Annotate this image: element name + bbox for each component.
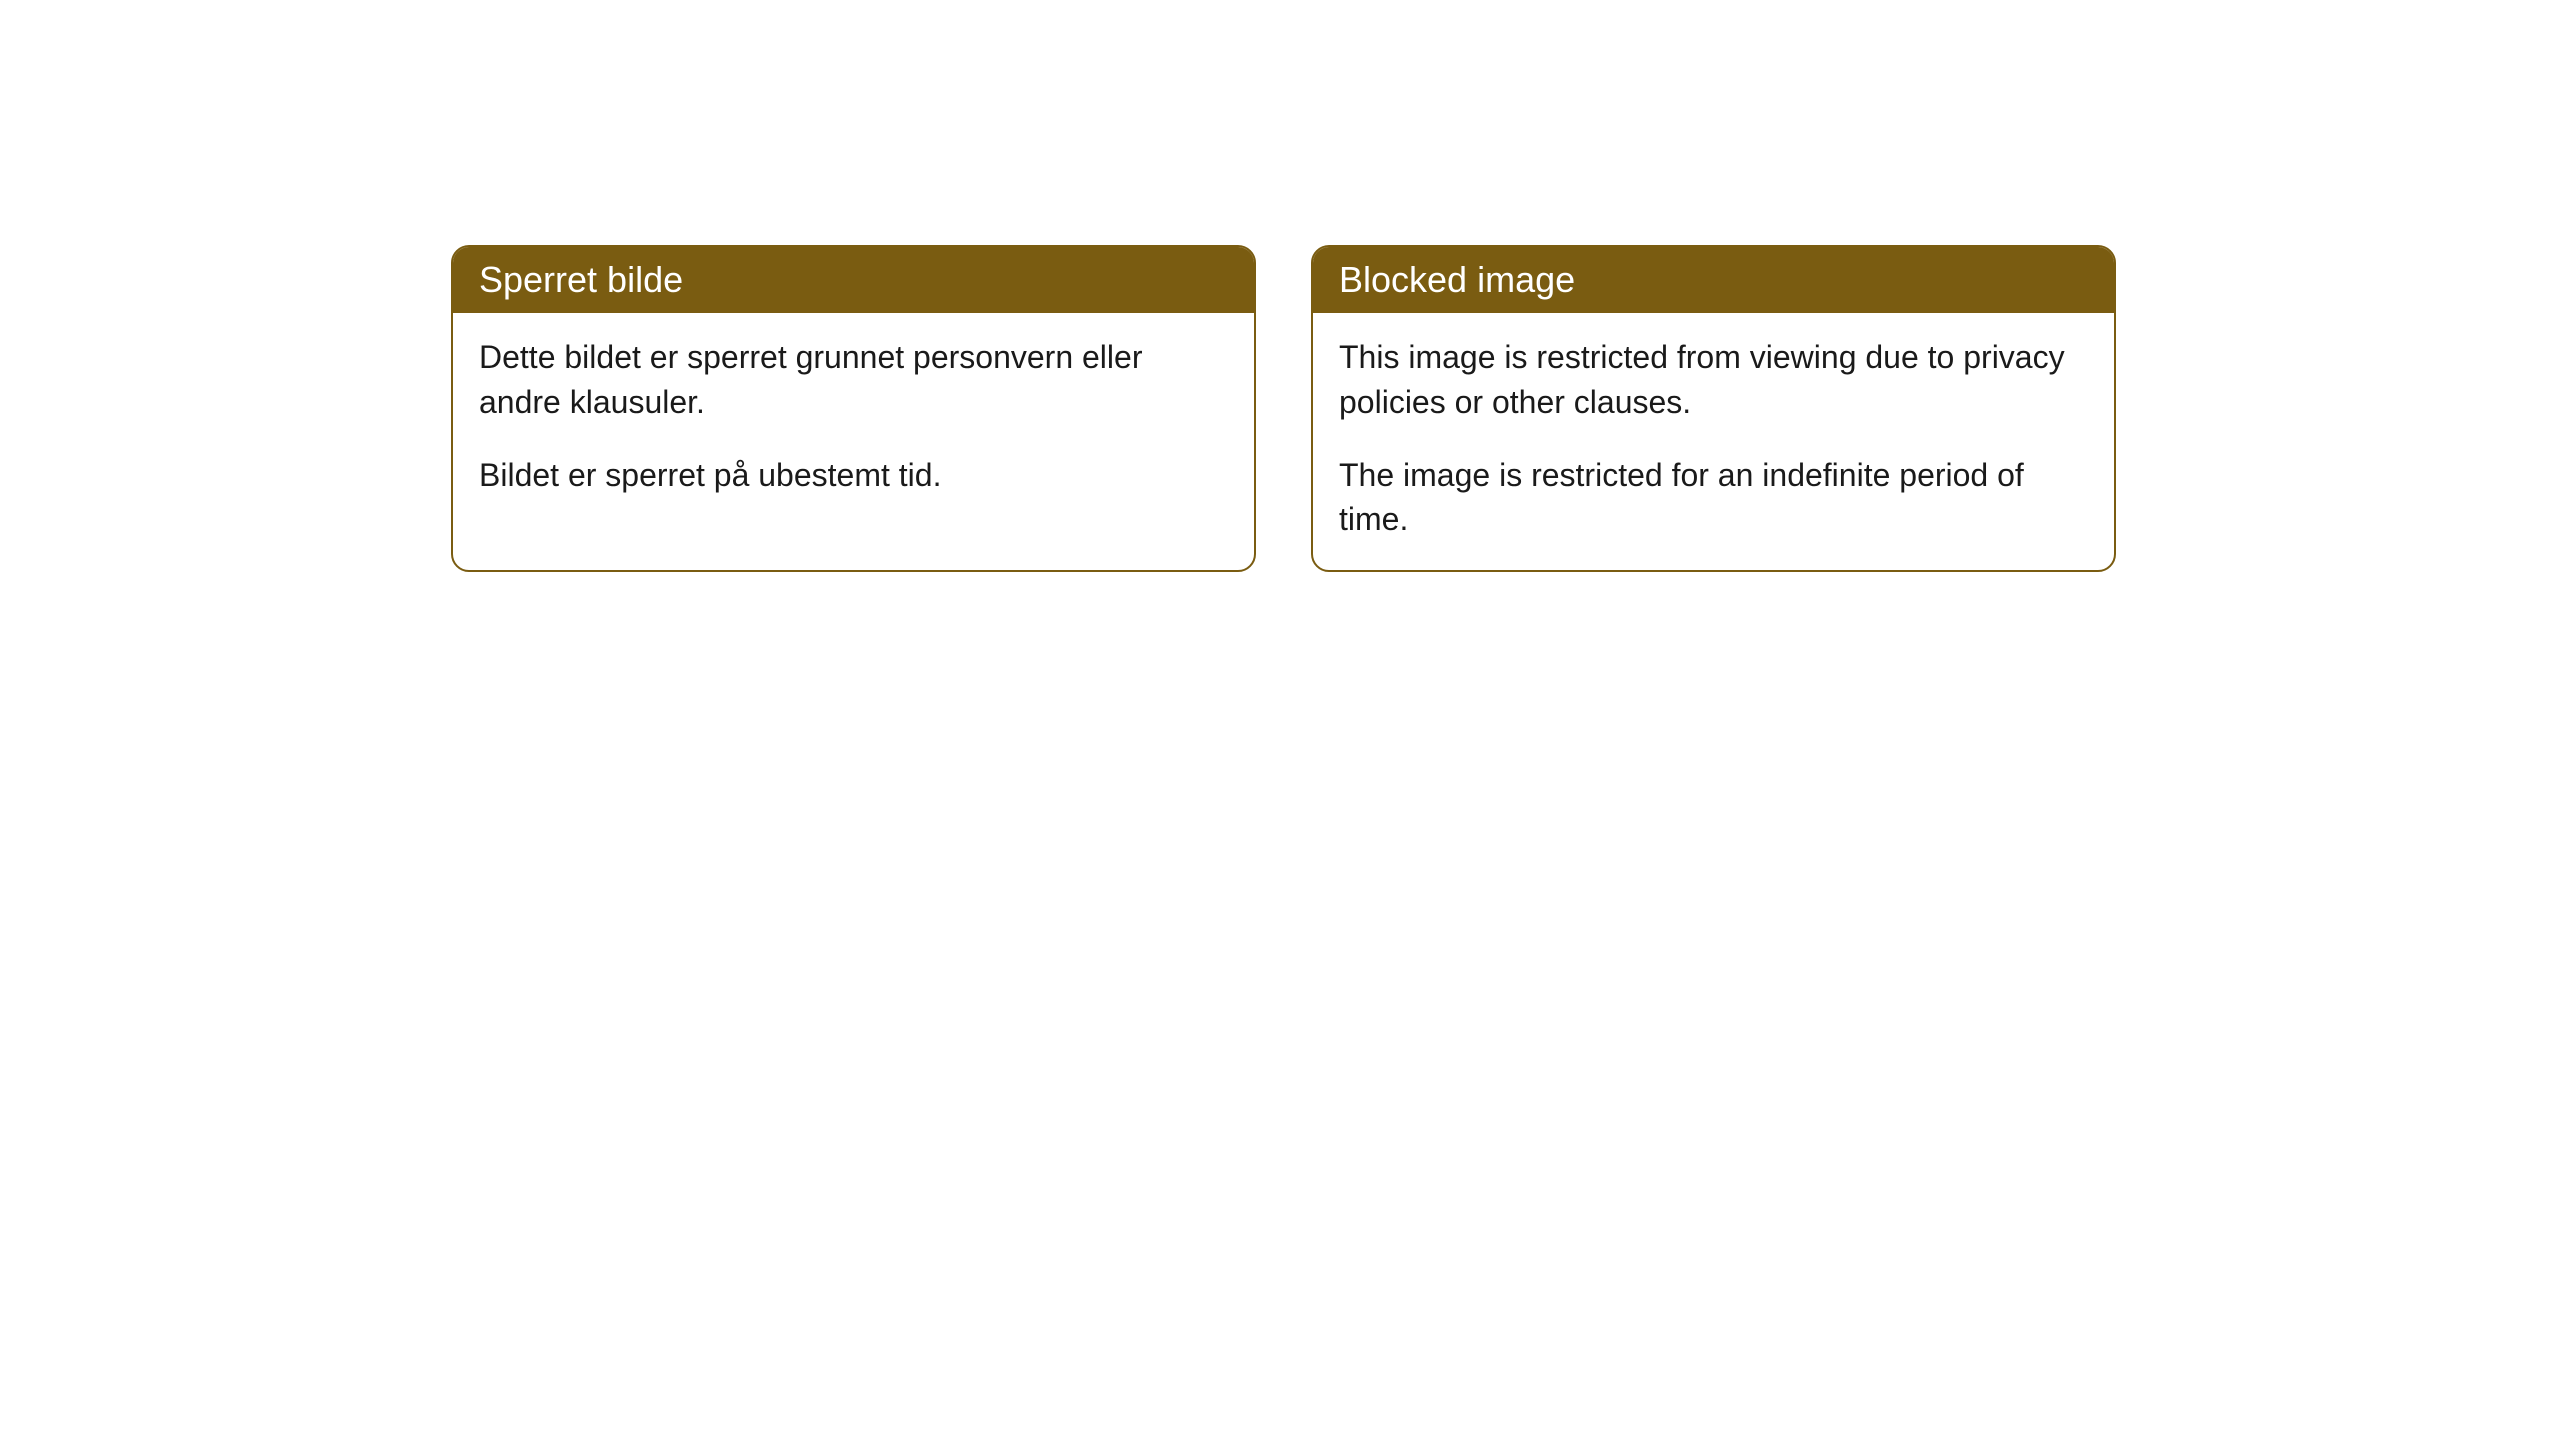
notice-cards-container: Sperret bilde Dette bildet er sperret gr… [0, 0, 2560, 572]
notice-card-norwegian: Sperret bilde Dette bildet er sperret gr… [451, 245, 1256, 572]
card-paragraph-2: The image is restricted for an indefinit… [1339, 453, 2088, 543]
card-body-english: This image is restricted from viewing du… [1313, 313, 2114, 570]
card-header-norwegian: Sperret bilde [453, 247, 1254, 313]
card-paragraph-1: This image is restricted from viewing du… [1339, 335, 2088, 425]
notice-card-english: Blocked image This image is restricted f… [1311, 245, 2116, 572]
card-paragraph-2: Bildet er sperret på ubestemt tid. [479, 453, 1228, 498]
card-header-english: Blocked image [1313, 247, 2114, 313]
card-paragraph-1: Dette bildet er sperret grunnet personve… [479, 335, 1228, 425]
card-body-norwegian: Dette bildet er sperret grunnet personve… [453, 313, 1254, 525]
